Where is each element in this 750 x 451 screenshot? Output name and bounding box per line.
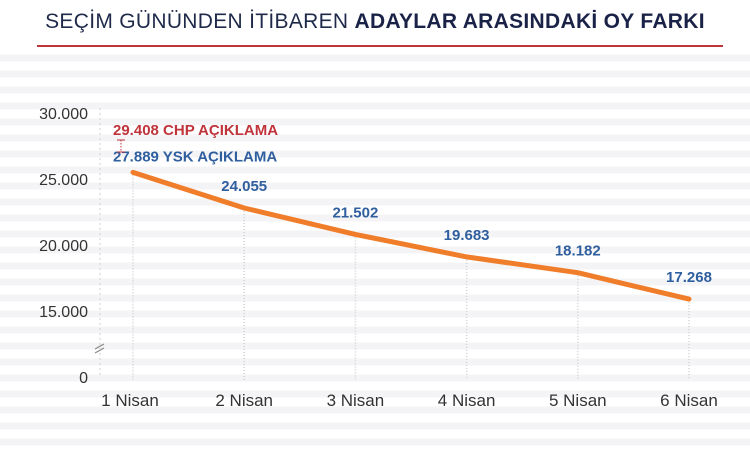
- title-underline: [37, 45, 723, 47]
- title-bold: ADAYLAR ARASINDAKİ OY FARKI: [354, 10, 705, 33]
- series-line: [130, 169, 692, 302]
- axis-break-mark: [94, 343, 105, 350]
- data-label: 24.055: [221, 178, 267, 195]
- x-tick-label: 2 Nisan: [215, 391, 273, 410]
- y-tick-label: 15.000: [39, 304, 88, 321]
- x-tick-label: 6 Nisan: [660, 391, 718, 410]
- y-tick-label: 30.000: [39, 106, 88, 123]
- title-light: SEÇİM GÜNÜNDEN İTİBAREN: [45, 10, 349, 33]
- axis-break-mark: [94, 347, 105, 354]
- data-label: 18.182: [555, 243, 601, 260]
- y-tick-label: 0: [79, 370, 88, 387]
- data-label: 19.683: [444, 227, 490, 244]
- annotation-label: 29.408 CHP AÇIKLAMA: [113, 122, 278, 139]
- x-tick-label: 5 Nisan: [549, 391, 607, 410]
- y-tick-label: 20.000: [39, 238, 88, 255]
- data-label: 27.889 YSK AÇIKLAMA: [113, 148, 277, 165]
- x-tick-label: 4 Nisan: [438, 391, 496, 410]
- data-label: 21.502: [332, 204, 378, 221]
- page-title: SEÇİM GÜNÜNDEN İTİBAREN ADAYLAR ARASINDA…: [0, 10, 750, 34]
- x-tick-label: 1 Nisan: [101, 391, 159, 410]
- x-tick-label: 3 Nisan: [327, 391, 385, 410]
- data-label: 17.268: [666, 269, 712, 286]
- y-tick-label: 25.000: [39, 172, 88, 189]
